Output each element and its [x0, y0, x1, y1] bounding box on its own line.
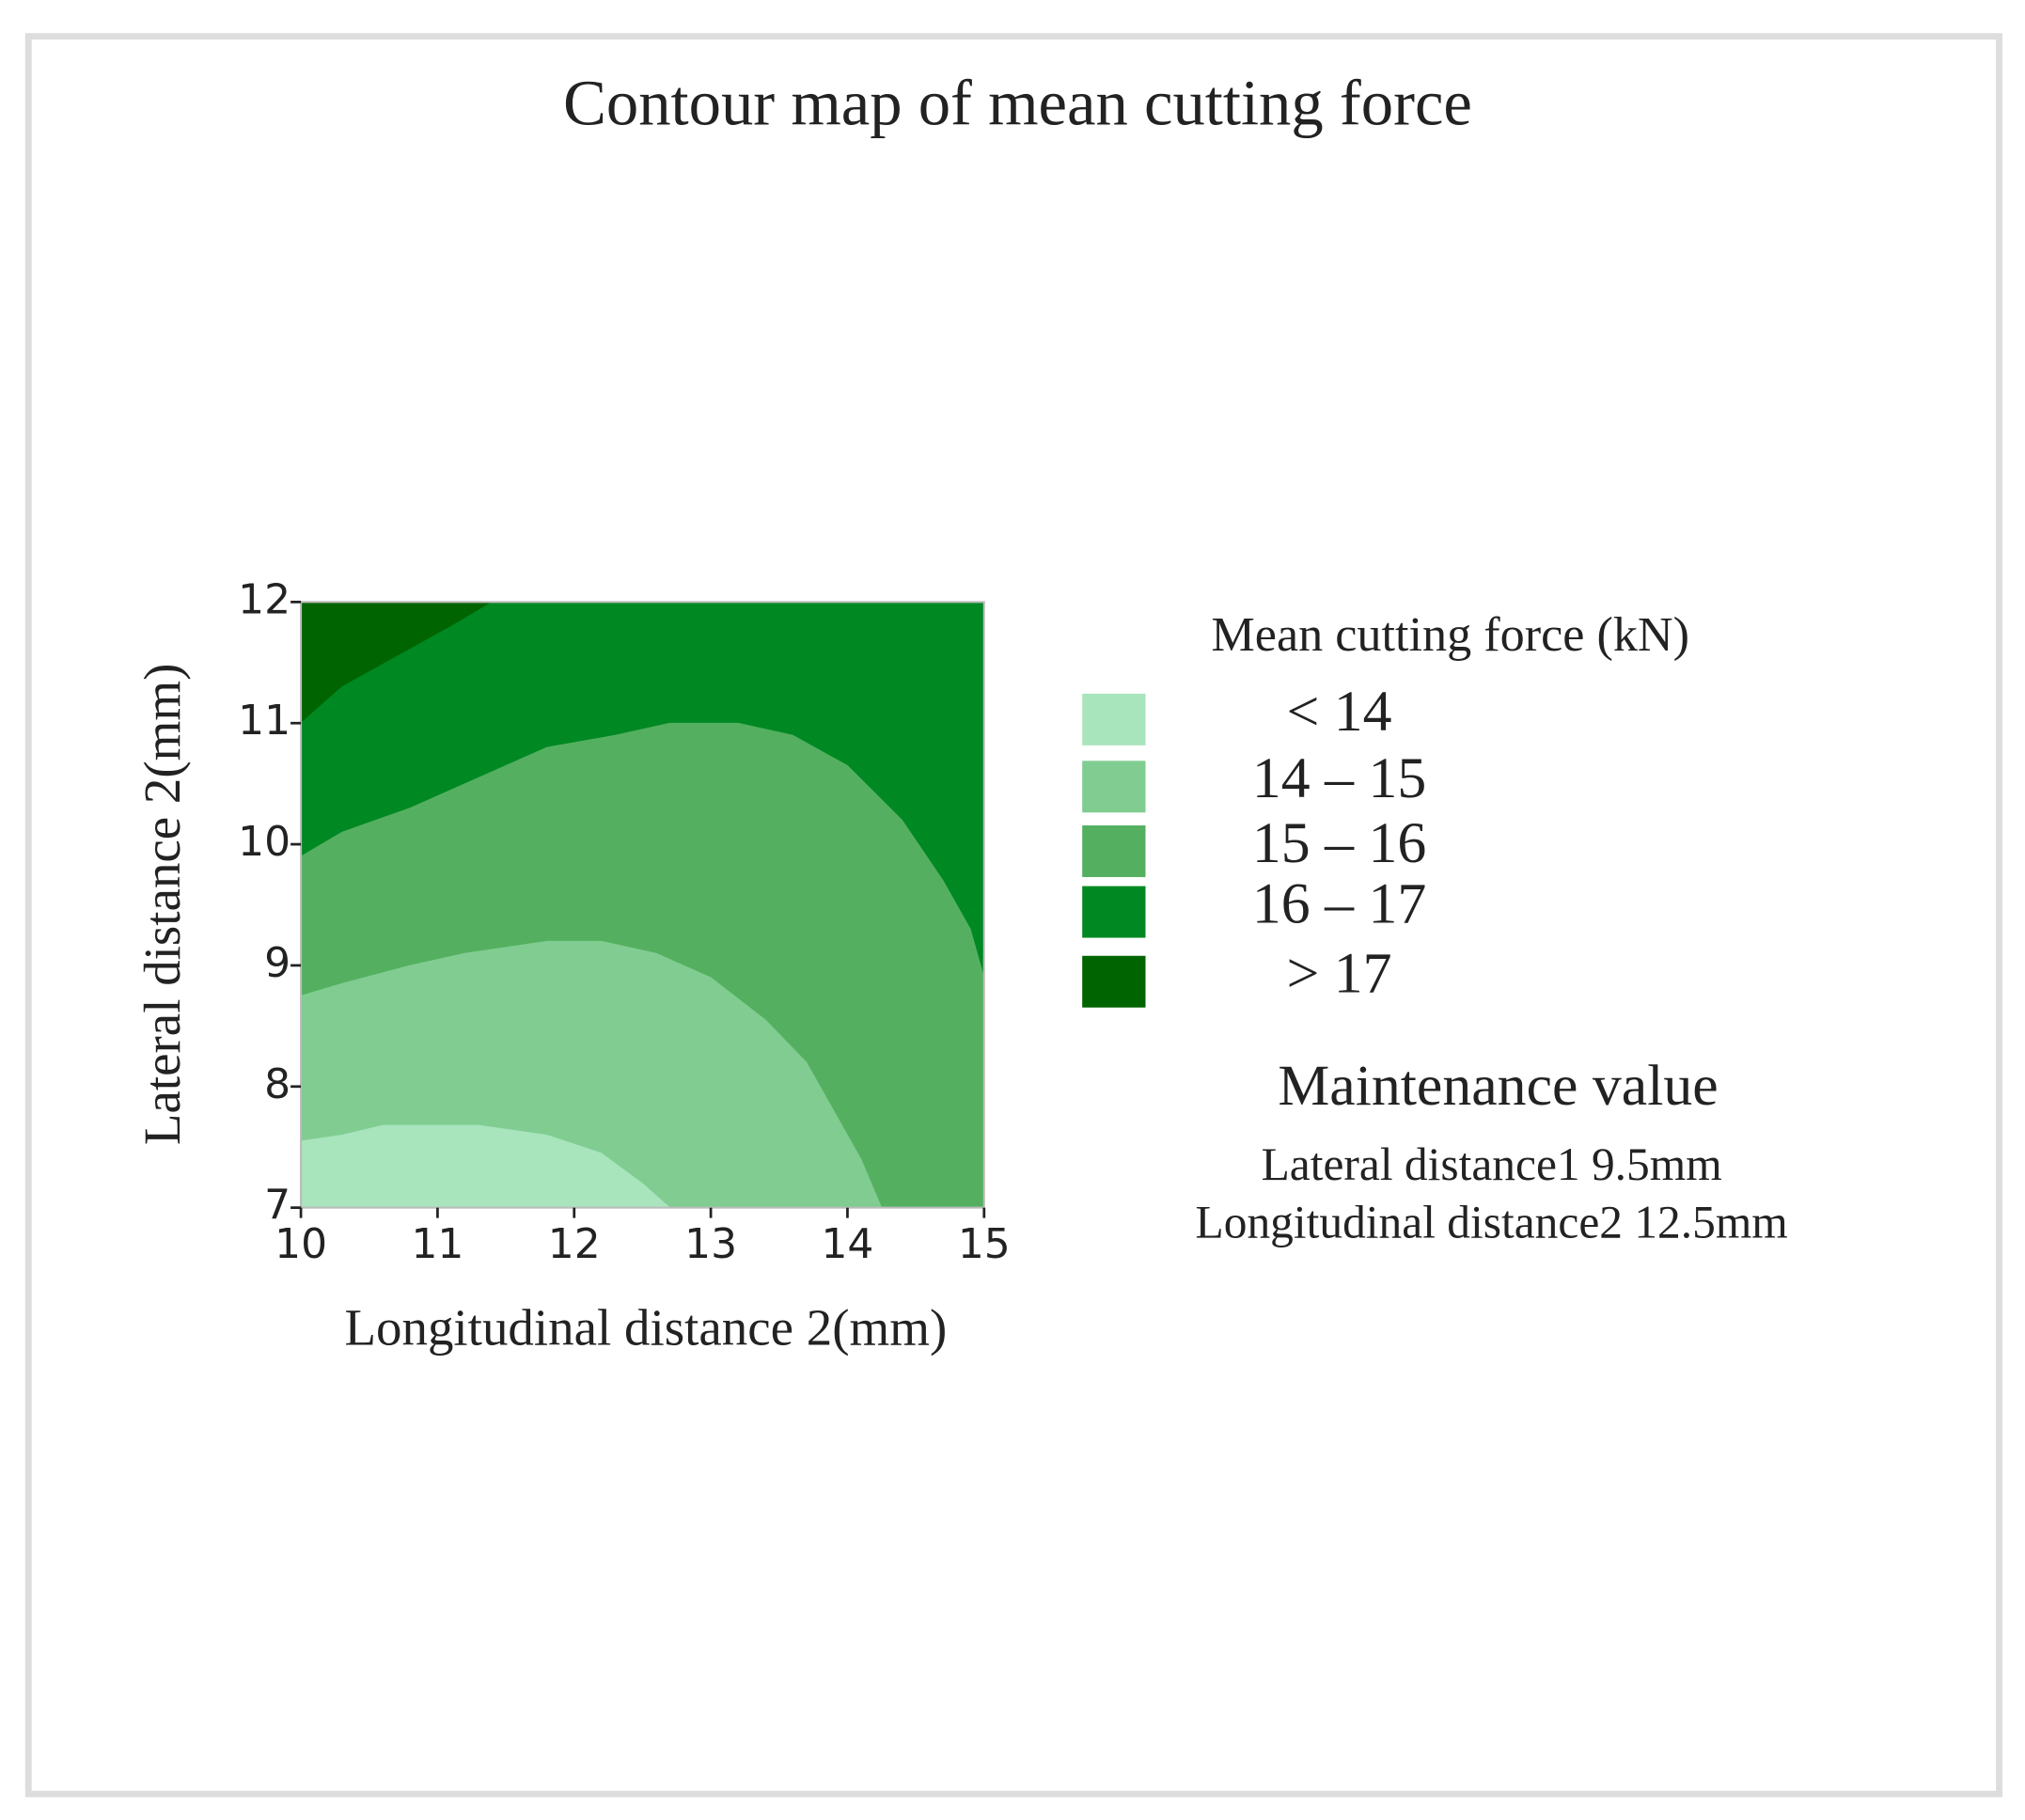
legend-label: < 14 [1286, 680, 1391, 744]
x-tick-label: 10 [275, 1220, 327, 1268]
plot-border [300, 601, 985, 1209]
legend-swatch [1082, 693, 1146, 745]
y-tick-label: 7 [264, 1182, 290, 1230]
contour-region [301, 1125, 670, 1208]
y-tick-label: 11 [238, 697, 290, 745]
legend-label: 15 – 16 [1252, 811, 1426, 875]
contour-line [300, 940, 883, 1208]
y-tick-label: 8 [264, 1060, 290, 1108]
legend-swatch [1082, 761, 1146, 813]
legend-label: 14 – 15 [1252, 746, 1426, 810]
x-tick-label: 15 [958, 1220, 1011, 1268]
legend-label: > 17 [1286, 942, 1391, 1006]
contour-line [301, 1124, 670, 1208]
annotation-heading: Maintenance value [1278, 1054, 1718, 1118]
y-tick-label: 9 [264, 939, 290, 987]
legend-label: 16 – 17 [1252, 872, 1426, 936]
annotation: Longitudinal distance2 12.5mm [1196, 1197, 1788, 1248]
x-tick-label: 12 [548, 1220, 601, 1268]
contour-line [300, 602, 493, 724]
y-axis-label: Lateral distance 2(mm) [133, 664, 191, 1146]
legend-swatch [1082, 955, 1146, 1008]
y-tick-label: 10 [238, 818, 290, 866]
x-axis-label: Longitudinal distance 2(mm) [344, 1299, 947, 1357]
x-tick-label: 13 [684, 1220, 737, 1268]
contour-line [300, 722, 985, 978]
x-tick-label: 14 [821, 1220, 873, 1268]
annotation: Lateral distance1 9.5mm [1262, 1138, 1722, 1190]
legend-swatch [1082, 886, 1146, 938]
legend-title: Mean cutting force (kN) [1211, 607, 1689, 662]
y-tick-label: 12 [238, 575, 290, 623]
chart-title: Contour map of mean cutting force [563, 68, 1472, 139]
x-tick-label: 11 [411, 1220, 463, 1268]
legend-swatch [1082, 825, 1146, 877]
